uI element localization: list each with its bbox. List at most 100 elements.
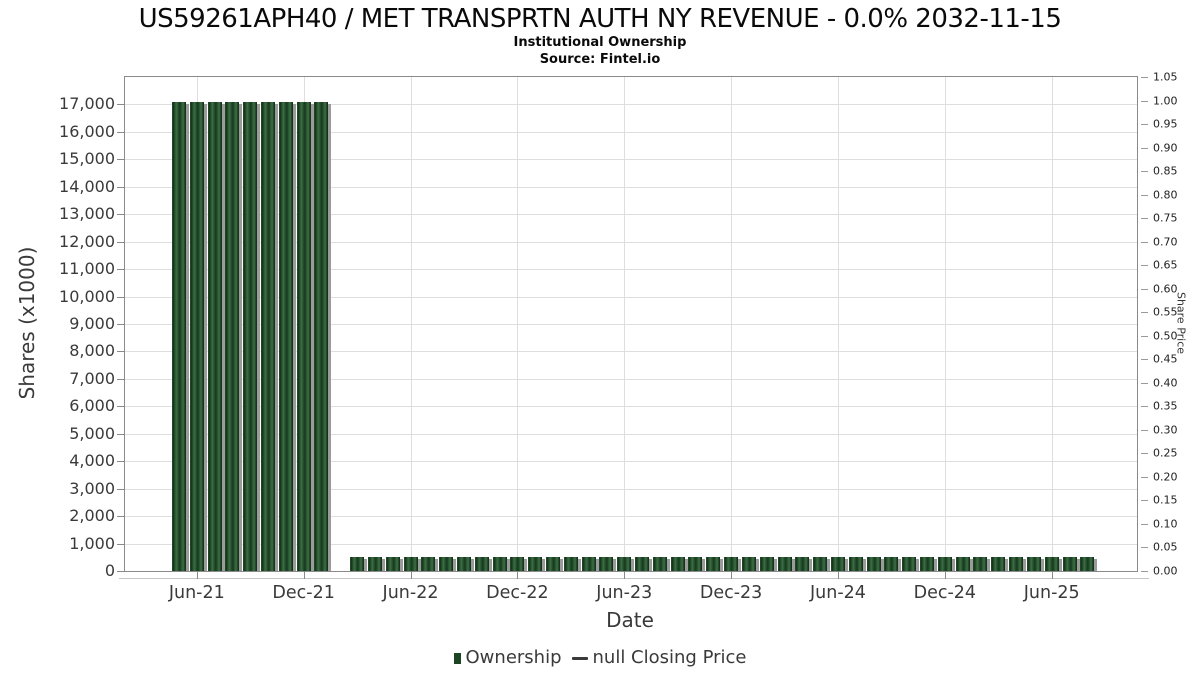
y-tick-label: 10,000 bbox=[59, 286, 115, 306]
gridline-h bbox=[125, 104, 1137, 106]
y-tick-mark bbox=[117, 296, 125, 298]
chart-source: Source: Fintel.io bbox=[539, 52, 661, 67]
x-tick-label: Jun-22 bbox=[382, 583, 439, 603]
y-tick-label: 7,000 bbox=[69, 368, 115, 388]
ownership-bar bbox=[1009, 557, 1024, 571]
right-tick-mark bbox=[1141, 147, 1148, 149]
y-tick-mark bbox=[117, 516, 125, 518]
y-tick-label: 8,000 bbox=[69, 341, 115, 361]
y-tick-label: 13,000 bbox=[59, 204, 115, 224]
y-tick-mark bbox=[117, 461, 125, 463]
x-tick-mark bbox=[837, 572, 839, 579]
right-tick-mark bbox=[1141, 265, 1148, 267]
legend-item-closing-price[interactable]: null Closing Price bbox=[571, 647, 747, 668]
x-tick-label: Dec-21 bbox=[272, 583, 335, 603]
y-tick-label: 4,000 bbox=[69, 451, 115, 471]
right-tick-mark bbox=[1141, 241, 1148, 243]
right-tick-label: 0.55 bbox=[1153, 305, 1178, 319]
ownership-bar bbox=[706, 557, 721, 571]
gridline-h bbox=[125, 241, 1137, 243]
gridline-h bbox=[125, 296, 1137, 298]
gridline-h bbox=[125, 406, 1137, 408]
y-tick-label: 14,000 bbox=[59, 176, 115, 196]
y-tick-mark bbox=[117, 433, 125, 435]
x-tick-label: Dec-23 bbox=[699, 583, 763, 603]
gridline-h bbox=[125, 186, 1137, 188]
gridline-h bbox=[125, 324, 1137, 325]
right-tick-label: 0.25 bbox=[1153, 446, 1178, 460]
ownership-bar bbox=[795, 557, 810, 571]
right-tick-label: 0.15 bbox=[1153, 493, 1178, 507]
right-tick-label: 0.85 bbox=[1153, 164, 1178, 178]
right-tick-mark bbox=[1141, 194, 1148, 196]
ownership-bar bbox=[456, 557, 471, 571]
y-tick-mark bbox=[117, 269, 125, 271]
ownership-bar bbox=[848, 557, 863, 571]
ownership-bar bbox=[902, 557, 917, 571]
y-tick-mark bbox=[117, 324, 125, 325]
y-tick-label: 2,000 bbox=[69, 506, 115, 526]
x-axis-label: Date bbox=[606, 608, 654, 632]
plot-clip-layer bbox=[125, 77, 1137, 571]
x-tick-mark bbox=[410, 572, 412, 579]
ownership-bar bbox=[207, 101, 222, 571]
ownership-bar bbox=[385, 557, 400, 571]
x-tick-label: Jun-21 bbox=[168, 583, 225, 603]
right-tick-mark bbox=[1141, 100, 1148, 102]
x-tick-label: Jun-24 bbox=[810, 583, 866, 603]
right-tick-mark bbox=[1141, 500, 1148, 502]
ownership-bar bbox=[296, 101, 311, 571]
ownership-bar bbox=[367, 557, 382, 571]
y-tick-mark bbox=[117, 351, 125, 353]
right-tick-label: 0.40 bbox=[1153, 376, 1178, 390]
gridline-h bbox=[125, 488, 1137, 490]
x-tick-mark bbox=[517, 572, 519, 579]
ownership-bar bbox=[741, 557, 756, 571]
right-tick-mark bbox=[1141, 171, 1148, 173]
x-axis-offset-line bbox=[119, 578, 1149, 579]
ownership-bar bbox=[1026, 557, 1041, 571]
y-tick-mark bbox=[117, 406, 125, 408]
right-tick-mark bbox=[1141, 288, 1148, 290]
gridline-v bbox=[517, 77, 519, 571]
ownership-bar bbox=[688, 557, 703, 571]
right-tick-mark bbox=[1141, 124, 1148, 126]
ownership-bar bbox=[955, 557, 970, 571]
gridline-h bbox=[125, 351, 1137, 353]
right-tick-mark bbox=[1141, 547, 1148, 549]
right-tick-mark bbox=[1141, 335, 1148, 337]
right-tick-mark bbox=[1141, 77, 1148, 78]
ownership-bar bbox=[884, 557, 899, 571]
ownership-bar bbox=[1062, 557, 1077, 571]
y-tick-label: 17,000 bbox=[59, 94, 115, 114]
gridline-v bbox=[731, 77, 733, 571]
y-tick-mark bbox=[117, 104, 125, 106]
gridline-h bbox=[125, 131, 1137, 133]
ownership-bar bbox=[225, 101, 240, 571]
ownership-bar bbox=[920, 557, 935, 571]
ownership-bar bbox=[813, 557, 828, 571]
gridline-v bbox=[837, 77, 839, 571]
chart-title: US59261APH40 / MET TRANSPRTN AUTH NY REV… bbox=[138, 4, 1062, 34]
ownership-bar bbox=[189, 101, 204, 571]
legend-item-ownership[interactable]: Ownership bbox=[453, 649, 562, 667]
gridline-h bbox=[125, 159, 1137, 161]
right-tick-label: 0.60 bbox=[1153, 282, 1178, 296]
legend-closing-price-label: null Closing Price bbox=[592, 647, 747, 668]
y-tick-mark bbox=[117, 543, 125, 545]
ownership-bar bbox=[617, 557, 632, 571]
right-tick-label: 0.50 bbox=[1153, 329, 1178, 343]
x-tick-mark bbox=[196, 572, 198, 579]
y-tick-label: 9,000 bbox=[69, 314, 115, 333]
ownership-bar bbox=[546, 557, 560, 571]
gridline-v bbox=[410, 77, 412, 571]
y-tick-label: 16,000 bbox=[59, 121, 115, 141]
ownership-bar bbox=[1080, 557, 1095, 571]
gridline-h bbox=[125, 461, 1137, 463]
ownership-bar bbox=[492, 557, 507, 571]
y-tick-label: 1,000 bbox=[69, 533, 115, 553]
ownership-bar bbox=[937, 557, 952, 571]
x-tick-mark bbox=[303, 572, 305, 579]
ownership-bar bbox=[350, 557, 365, 571]
ownership-bar bbox=[652, 557, 667, 571]
